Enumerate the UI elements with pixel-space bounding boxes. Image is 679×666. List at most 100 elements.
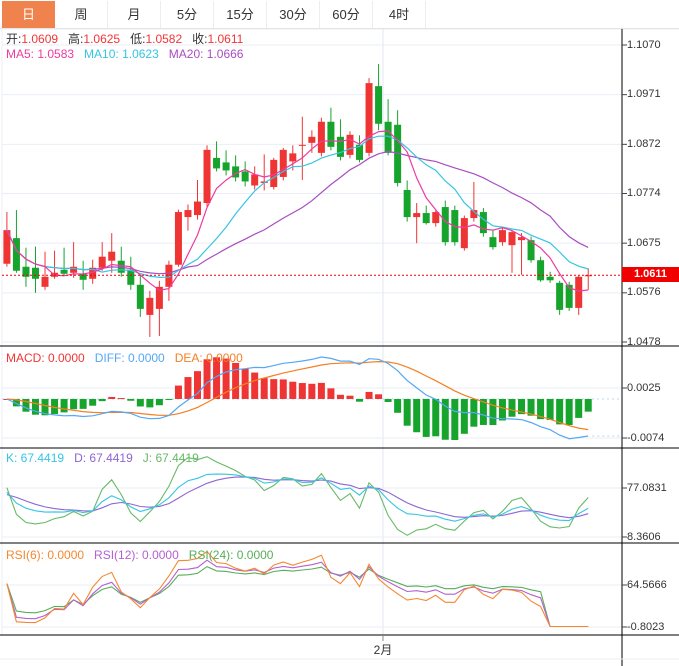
candle-body-down bbox=[384, 121, 392, 153]
candle-body-up bbox=[155, 286, 163, 309]
candle-body-up bbox=[41, 276, 49, 287]
candle-body-down bbox=[336, 136, 344, 157]
macd-histogram-bar bbox=[489, 398, 497, 426]
macd-item: DIFF: 0.0000 bbox=[94, 351, 165, 365]
kdj-tick-label: 77.0831 bbox=[627, 481, 667, 494]
macd-histogram-bar bbox=[127, 398, 135, 401]
macd-histogram-bar bbox=[441, 398, 449, 440]
rsi-item: RSI(24): 0.0000 bbox=[188, 548, 274, 562]
ohlc-value: 1.0611 bbox=[207, 32, 244, 46]
macd-histogram-bar bbox=[403, 398, 411, 426]
macd-histogram-bar bbox=[279, 379, 287, 399]
rsi-readout: RSI(6): 0.0000 RSI(12): 0.0000 RSI(24): 0.… bbox=[6, 548, 283, 562]
macd-histogram-bar bbox=[432, 398, 440, 437]
macd-histogram-bar bbox=[222, 358, 230, 399]
candle-body-up bbox=[70, 266, 78, 273]
candle-body-up bbox=[3, 230, 11, 264]
candle-body-down bbox=[422, 213, 430, 224]
tab-timeframe-5[interactable]: 30分 bbox=[267, 1, 320, 28]
candle-body-up bbox=[89, 267, 97, 279]
ohlc-readout: 开:1.0609 高:1.0625 低:1.0582 收:1.0611 bbox=[6, 32, 253, 46]
macd-histogram-bar bbox=[70, 398, 78, 410]
candle-body-down bbox=[527, 240, 535, 261]
rsi-item: RSI(12): 0.0000 bbox=[94, 548, 179, 562]
candle-body-down bbox=[394, 124, 402, 183]
macd-histogram-bar bbox=[136, 398, 144, 407]
candle-body-up bbox=[184, 210, 192, 218]
rsi6-line bbox=[6, 550, 589, 628]
candle-body-up bbox=[98, 256, 106, 268]
candle-body-up bbox=[308, 136, 316, 143]
macd-histogram-bar bbox=[556, 398, 564, 425]
candle-body-up bbox=[498, 230, 506, 243]
macd-histogram-bar bbox=[31, 398, 39, 415]
macd-histogram-bar bbox=[365, 391, 373, 399]
macd-histogram-bar bbox=[565, 398, 573, 426]
tab-timeframe-4[interactable]: 15分 bbox=[214, 1, 267, 28]
tab-timeframe-3[interactable]: 5分 bbox=[161, 1, 214, 28]
ohlc-label: 收: bbox=[192, 32, 208, 46]
macd-histogram-bar bbox=[174, 385, 182, 399]
candle-body-up bbox=[413, 213, 421, 218]
kdj-item: K: 67.4419 bbox=[6, 451, 65, 465]
diff-line bbox=[6, 356, 589, 440]
ma10-line bbox=[6, 135, 589, 279]
candle-body-down bbox=[31, 267, 39, 279]
candle-body-up bbox=[298, 144, 306, 146]
ohlc-value: 1.0609 bbox=[21, 32, 59, 46]
candle-body-up bbox=[146, 297, 154, 315]
ohlc-label: 高: bbox=[68, 32, 84, 46]
candle-body-up bbox=[470, 210, 478, 219]
tab-timeframe-2[interactable]: 月 bbox=[108, 1, 161, 28]
macd-histogram-bar bbox=[12, 398, 20, 407]
candle-body-up bbox=[432, 212, 440, 224]
macd-histogram-bar bbox=[251, 372, 259, 399]
ma-item: MA10: 1.0623 bbox=[84, 47, 159, 61]
candle-body-down bbox=[403, 189, 411, 218]
tab-timeframe-0[interactable]: 日 bbox=[2, 1, 55, 28]
macd-histogram-bar bbox=[51, 398, 59, 414]
candle-body-up bbox=[460, 218, 468, 249]
candle-body-down bbox=[60, 269, 68, 274]
candle-body-up bbox=[289, 153, 297, 162]
candle-body-down bbox=[546, 276, 554, 281]
kdj-j-line bbox=[6, 456, 589, 536]
candle-body-up bbox=[575, 276, 583, 308]
macd-histogram-bar bbox=[413, 398, 421, 433]
rsi12-line bbox=[6, 559, 589, 628]
macd-histogram-bar bbox=[308, 383, 316, 399]
macd-histogram-bar bbox=[384, 398, 392, 402]
ma20-line bbox=[6, 150, 589, 275]
candle-body-down bbox=[327, 121, 335, 147]
macd-histogram-bar bbox=[508, 398, 516, 417]
macd-histogram-bar bbox=[117, 398, 125, 400]
macd-item: MACD: 0.0000 bbox=[6, 351, 85, 365]
tab-timeframe-7[interactable]: 4时 bbox=[373, 1, 426, 28]
ma5-line bbox=[6, 130, 589, 292]
price-tick-label: 1.0774 bbox=[627, 187, 661, 199]
macd-histogram-bar bbox=[498, 398, 506, 421]
macd-histogram-bar bbox=[184, 377, 192, 399]
macd-histogram-bar bbox=[213, 357, 221, 399]
price-tick-label: 1.1070 bbox=[627, 38, 661, 51]
candle-body-up bbox=[108, 251, 116, 261]
tab-timeframe-1[interactable]: 周 bbox=[55, 1, 108, 28]
macd-histogram-bar bbox=[546, 398, 554, 420]
rsi-tick-label: -0.8023 bbox=[627, 620, 665, 633]
candle-body-down bbox=[441, 207, 449, 243]
candle-body-down bbox=[12, 238, 20, 271]
macd-histogram-bar bbox=[232, 362, 240, 399]
price-tick-label: 1.0675 bbox=[627, 236, 661, 249]
ohlc-label: 开: bbox=[6, 32, 22, 46]
candle-body-down bbox=[127, 269, 135, 285]
candle-body-up bbox=[518, 237, 526, 241]
macd-item: DEA: 0.0000 bbox=[174, 351, 243, 365]
kdj-tick-label: 8.3606 bbox=[627, 530, 661, 543]
macd-histogram-bar bbox=[155, 398, 163, 406]
tab-timeframe-6[interactable]: 60分 bbox=[320, 1, 373, 28]
macd-histogram-bar bbox=[327, 388, 335, 399]
macd-histogram-bar bbox=[79, 398, 87, 409]
